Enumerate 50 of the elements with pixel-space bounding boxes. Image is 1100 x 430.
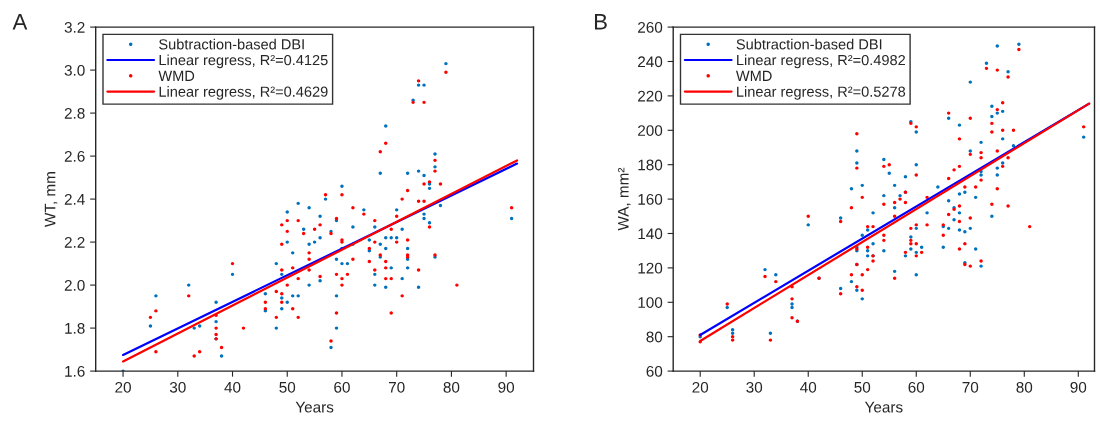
x-tick-label: 20 (692, 381, 709, 393)
y-tick-label: 1.8 (65, 322, 85, 334)
x-tick-label: 50 (279, 381, 296, 393)
legend-label: WMD (735, 70, 772, 81)
x-tick-label: 40 (800, 381, 817, 393)
y-tick-label: 60 (646, 365, 663, 377)
chart-title: A (12, 14, 28, 30)
x-tick-label: 20 (115, 381, 131, 393)
y-tick-label: 140 (638, 228, 663, 240)
y-tick-label: 200 (638, 125, 663, 136)
y-tick-label: 120 (638, 262, 663, 274)
x-axis-title: Years (295, 401, 334, 413)
legend-label: Subtraction-based DBI (736, 38, 882, 50)
legend-label: Linear regress, R²=0.4629 (159, 86, 328, 100)
y-tick-label: 240 (638, 56, 663, 68)
y-tick-label: 2.8 (64, 107, 85, 119)
y-axis-title: WA, mm² (617, 167, 631, 231)
legend-label: Linear regress, R²=0.4982 (737, 54, 906, 69)
x-tick-label: 80 (1016, 381, 1033, 393)
x-tick-label: 30 (746, 381, 763, 393)
y-tick-label: 1.6 (65, 365, 85, 377)
y-tick-label: 80 (646, 331, 663, 343)
y-tick-label: 2.0 (64, 279, 85, 291)
legend-label: WMD (158, 70, 195, 81)
x-tick-label: 60 (908, 381, 925, 393)
x-tick-label: 70 (962, 381, 979, 393)
y-tick-label: 3.0 (64, 64, 85, 76)
x-tick-label: 90 (498, 381, 515, 393)
y-tick-label: 220 (638, 90, 663, 102)
x-axis-title: Years (864, 401, 903, 413)
legend-label: Linear regress, R²=0.4125 (159, 54, 328, 69)
x-tick-label: 80 (443, 381, 460, 393)
x-tick-label: 30 (169, 381, 186, 393)
y-tick-label: 100 (638, 297, 663, 308)
legend-label: Linear regress, R²=0.5278 (737, 86, 906, 100)
y-tick-label: 3.2 (64, 21, 85, 33)
x-tick-label: 40 (224, 381, 241, 393)
y-axis-title: WT, mm (44, 172, 58, 228)
y-tick-label: 160 (638, 193, 663, 205)
y-tick-label: 180 (638, 159, 663, 171)
chart-title: B (594, 14, 607, 30)
y-tick-label: 2.6 (64, 150, 85, 162)
x-tick-label: 90 (1070, 381, 1087, 393)
x-tick-label: 70 (388, 381, 405, 393)
x-tick-label: 50 (854, 381, 871, 393)
legend-label: Subtraction-based DBI (159, 38, 304, 50)
x-tick-label: 60 (334, 381, 350, 393)
y-tick-label: 2.4 (64, 193, 85, 205)
y-tick-label: 2.2 (64, 236, 85, 248)
y-tick-label: 260 (638, 21, 663, 33)
